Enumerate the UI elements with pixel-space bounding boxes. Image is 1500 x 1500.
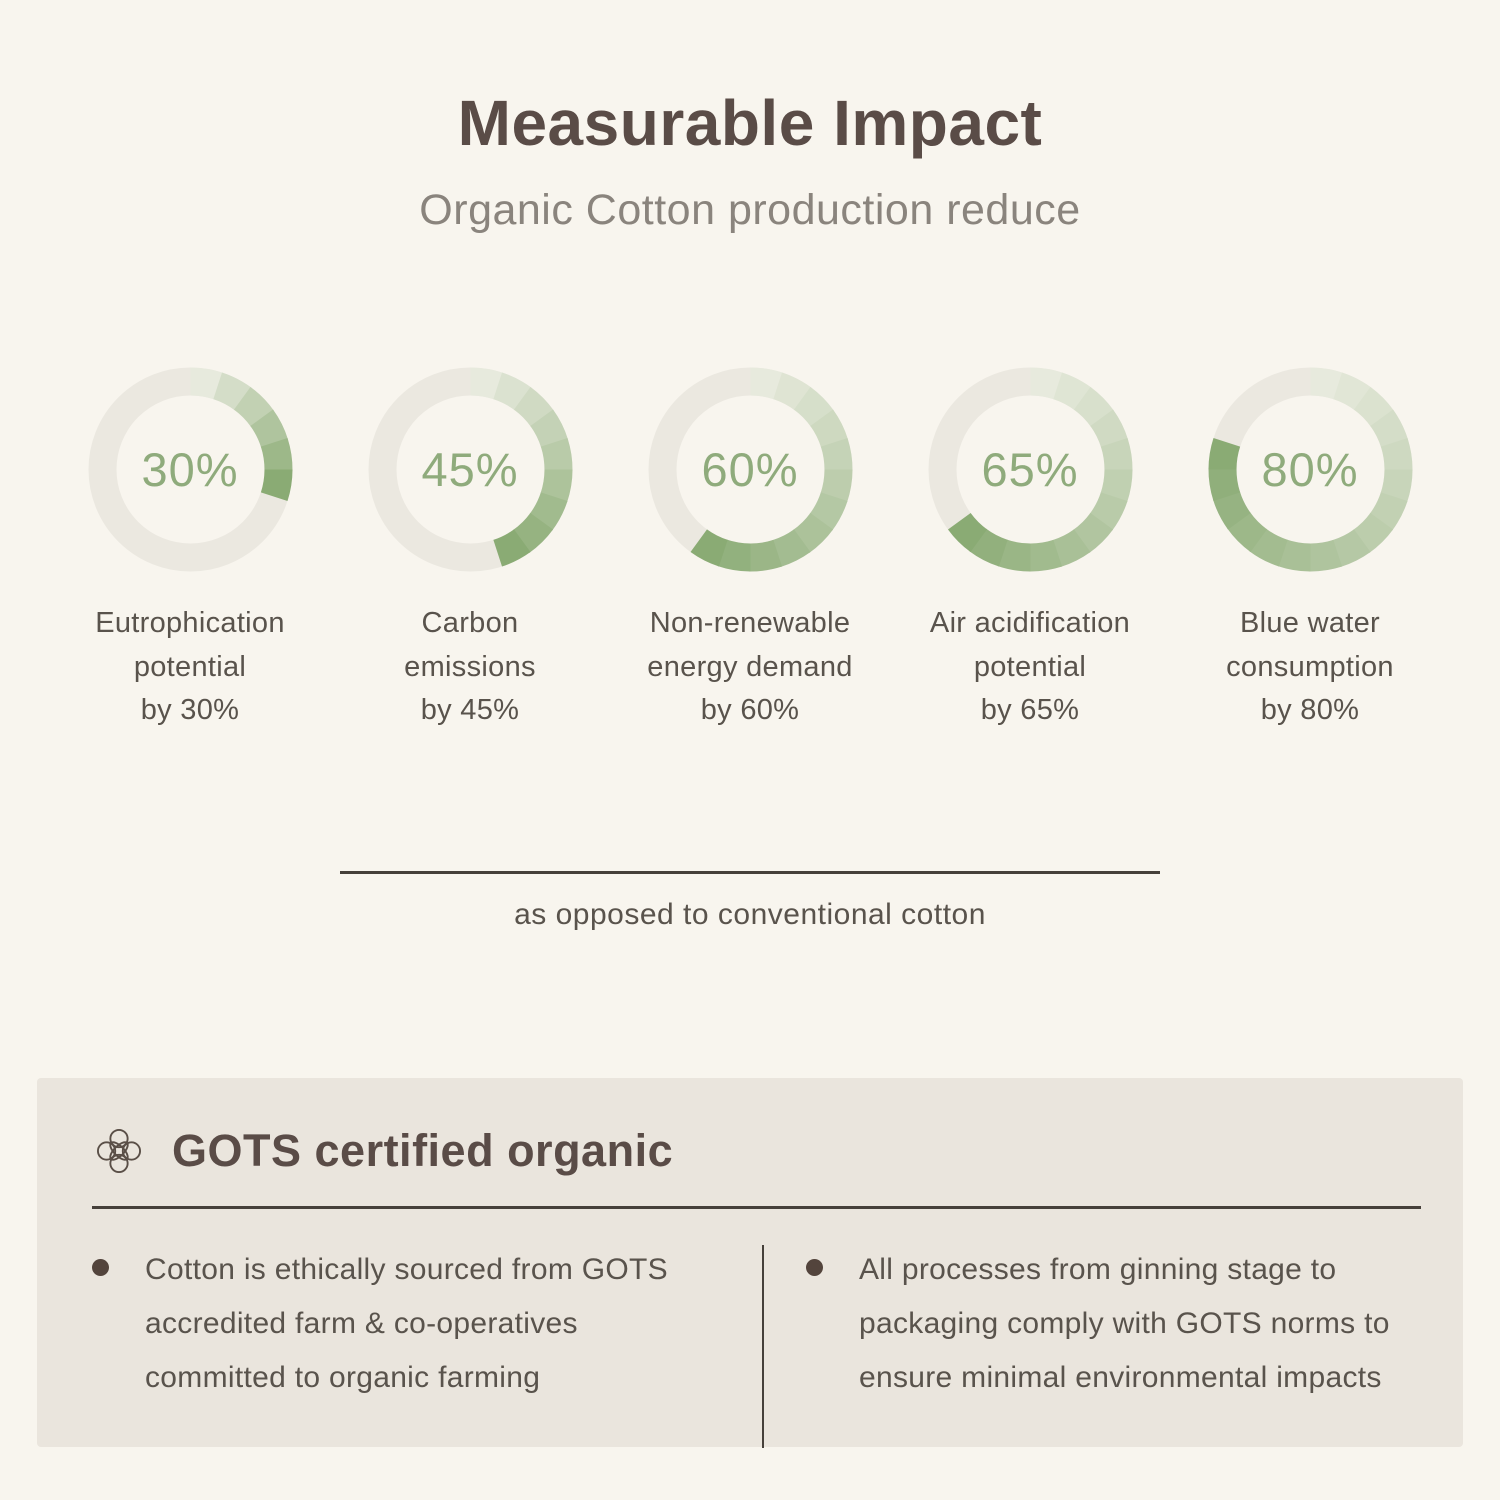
impact-stat-label: Air acidification potential by 65% <box>929 607 1131 726</box>
donut-ring <box>928 367 1132 572</box>
impact-stats-row: 30% Eutrophication potential by 30% 45% Ca… <box>0 367 1500 733</box>
page-subtitle: Organic Cotton production reduce <box>419 186 1081 234</box>
gots-columns: Cotton is ethically sourced from GOTS ac… <box>92 1243 1421 1448</box>
impact-stat: 45% Carbon emissions by 45% <box>332 367 608 733</box>
donut-ring <box>88 367 292 572</box>
donut-percent-label: 45% <box>421 443 519 496</box>
donut-chart: 45% <box>368 367 573 572</box>
page-title: Measurable Impact <box>457 87 1043 159</box>
gots-vertical-divider <box>762 1244 764 1448</box>
donut-percent-label: 60% <box>701 443 799 496</box>
impact-stat-label: Non-renewable energy demand by 60% <box>647 607 853 726</box>
donut-percent-label: 80% <box>1261 443 1359 496</box>
donut-percent-label: 30% <box>141 443 239 496</box>
footnote-block: as opposed to conventional cotton <box>0 870 1500 932</box>
donut-ring <box>648 367 852 572</box>
header: Measurable Impact Organic Cotton product… <box>0 0 1500 235</box>
gots-header: GOTS certified organic <box>92 1124 1421 1178</box>
donut-ring <box>1208 367 1412 572</box>
divider-line <box>340 870 1160 874</box>
impact-stat: 60% Non-renewable energy demand by 60% <box>612 367 888 733</box>
impact-stat-label: Carbon emissions by 45% <box>404 607 536 726</box>
donut-chart: 80% <box>1208 367 1413 572</box>
donut-chart: 60% <box>648 367 853 572</box>
gots-panel: GOTS certified organic Cotton is ethical… <box>37 1077 1463 1448</box>
gots-title: GOTS certified organic <box>172 1124 674 1176</box>
impact-stat: 80% Blue water consumption by 80% <box>1172 367 1448 733</box>
donut-percent-label: 65% <box>981 443 1079 496</box>
impact-stat: 65% Air acidification potential by 65% <box>892 367 1168 733</box>
donut-chart: 65% <box>928 367 1133 572</box>
impact-stat-label: Eutrophication potential by 30% <box>95 607 285 726</box>
gots-point-right: All processes from ginning stage to pack… <box>764 1243 1421 1448</box>
gots-point-left: Cotton is ethically sourced from GOTS ac… <box>92 1243 762 1448</box>
gots-point-right-text: All processes from ginning stage to pack… <box>859 1252 1390 1394</box>
donut-ring <box>368 367 572 572</box>
bullet-icon <box>806 1258 823 1276</box>
donut-chart: 30% <box>88 367 293 572</box>
footnote-text: as opposed to conventional cotton <box>514 897 986 931</box>
gots-horizontal-divider <box>92 1205 1421 1209</box>
impact-stat-label: Blue water consumption by 80% <box>1226 607 1394 726</box>
gots-point-left-text: Cotton is ethically sourced from GOTS ac… <box>145 1252 668 1394</box>
knot-emblem-icon <box>96 1128 142 1173</box>
bullet-icon <box>92 1258 109 1276</box>
impact-stat: 30% Eutrophication potential by 30% <box>52 367 328 733</box>
